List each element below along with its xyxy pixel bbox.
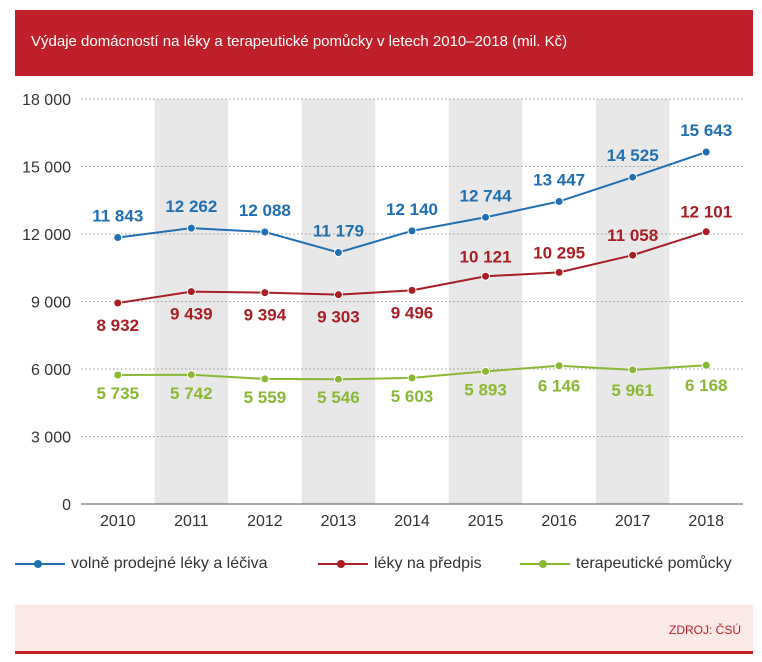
legend-item-aids: terapeutické pomůcky [520, 552, 732, 576]
data-label: 13 447 [533, 170, 585, 189]
legend-swatch-aids [520, 560, 570, 568]
legend-item-otc: volně prodejné léky a léčiva [15, 552, 268, 576]
data-label: 5 961 [611, 381, 654, 400]
x-tick-label: 2018 [688, 513, 724, 530]
data-point [407, 226, 417, 236]
data-point [481, 212, 491, 222]
x-tick-label: 2016 [541, 513, 577, 530]
data-point [260, 374, 270, 384]
legend-label-prescription: léky na předpis [374, 555, 482, 572]
y-tick-label: 18 000 [22, 92, 71, 109]
data-label: 11 179 [313, 221, 364, 240]
data-point [407, 373, 417, 383]
data-point [701, 227, 711, 237]
data-point [554, 196, 564, 206]
source-bar: ZDROJ: ČSÚ [15, 605, 753, 654]
data-label: 12 140 [386, 200, 438, 219]
data-label: 14 525 [607, 146, 659, 165]
data-label: 15 643 [680, 121, 732, 140]
title-bar: Výdaje domácností na léky a terapeutické… [15, 10, 753, 76]
legend-label-otc: volně prodejné léky a léčiva [71, 555, 268, 572]
data-label: 12 744 [460, 186, 513, 205]
x-tick-label: 2010 [100, 513, 136, 530]
data-point [333, 290, 343, 300]
data-label: 9 439 [170, 305, 213, 324]
data-point [113, 370, 123, 380]
data-label: 12 088 [239, 201, 291, 220]
x-tick-label: 2012 [247, 513, 283, 530]
data-label: 12 101 [680, 203, 732, 222]
data-label: 9 394 [244, 306, 287, 325]
data-label: 11 843 [92, 207, 143, 226]
x-tick-label: 2014 [394, 513, 430, 530]
data-label: 8 932 [97, 316, 140, 335]
data-label: 5 603 [391, 387, 434, 406]
data-label: 9 496 [391, 303, 434, 322]
data-point [701, 360, 711, 370]
data-point [333, 247, 343, 257]
data-label: 5 546 [317, 388, 360, 407]
data-point [628, 250, 638, 260]
y-tick-label: 15 000 [22, 160, 71, 177]
data-point [113, 233, 123, 243]
x-tick-label: 2017 [615, 513, 651, 530]
data-point [186, 287, 196, 297]
legend-label-aids: terapeutické pomůcky [576, 555, 732, 572]
legend-swatch-prescription [318, 560, 368, 568]
data-point [113, 298, 123, 308]
data-point [701, 147, 711, 157]
data-point [407, 285, 417, 295]
legend: volně prodejné léky a léčiva léky na pře… [0, 552, 762, 576]
y-tick-label: 12 000 [22, 227, 71, 244]
data-point [260, 227, 270, 237]
data-point [186, 223, 196, 233]
data-label: 5 735 [97, 384, 140, 403]
legend-swatch-otc [15, 560, 65, 568]
y-tick-label: 6 000 [31, 362, 71, 379]
data-point [628, 172, 638, 182]
data-label: 5 559 [244, 388, 287, 407]
data-label: 9 303 [317, 308, 360, 327]
data-label: 11 058 [607, 226, 658, 245]
data-label: 10 295 [533, 243, 585, 262]
data-point [554, 361, 564, 371]
legend-item-prescription: léky na předpis [318, 552, 482, 576]
y-tick-label: 0 [62, 497, 71, 514]
data-point [260, 288, 270, 298]
data-point [554, 267, 564, 277]
y-tick-label: 3 000 [31, 430, 71, 447]
background-band [154, 99, 229, 504]
data-point [333, 374, 343, 384]
data-point [186, 370, 196, 380]
x-tick-label: 2011 [174, 513, 209, 530]
data-label: 10 121 [460, 247, 512, 266]
data-label: 5 893 [464, 380, 507, 399]
data-point [481, 366, 491, 376]
source-note: ZDROJ: ČSÚ [669, 623, 741, 637]
x-tick-label: 2015 [468, 513, 504, 530]
data-label: 5 742 [170, 384, 213, 403]
x-tick-label: 2013 [321, 513, 357, 530]
data-point [481, 271, 491, 281]
data-label: 6 146 [538, 377, 581, 396]
y-tick-label: 9 000 [31, 295, 71, 312]
data-point [628, 365, 638, 375]
data-label: 12 262 [165, 197, 217, 216]
data-label: 6 168 [685, 376, 728, 395]
chart-title: Výdaje domácností na léky a terapeutické… [31, 33, 568, 50]
